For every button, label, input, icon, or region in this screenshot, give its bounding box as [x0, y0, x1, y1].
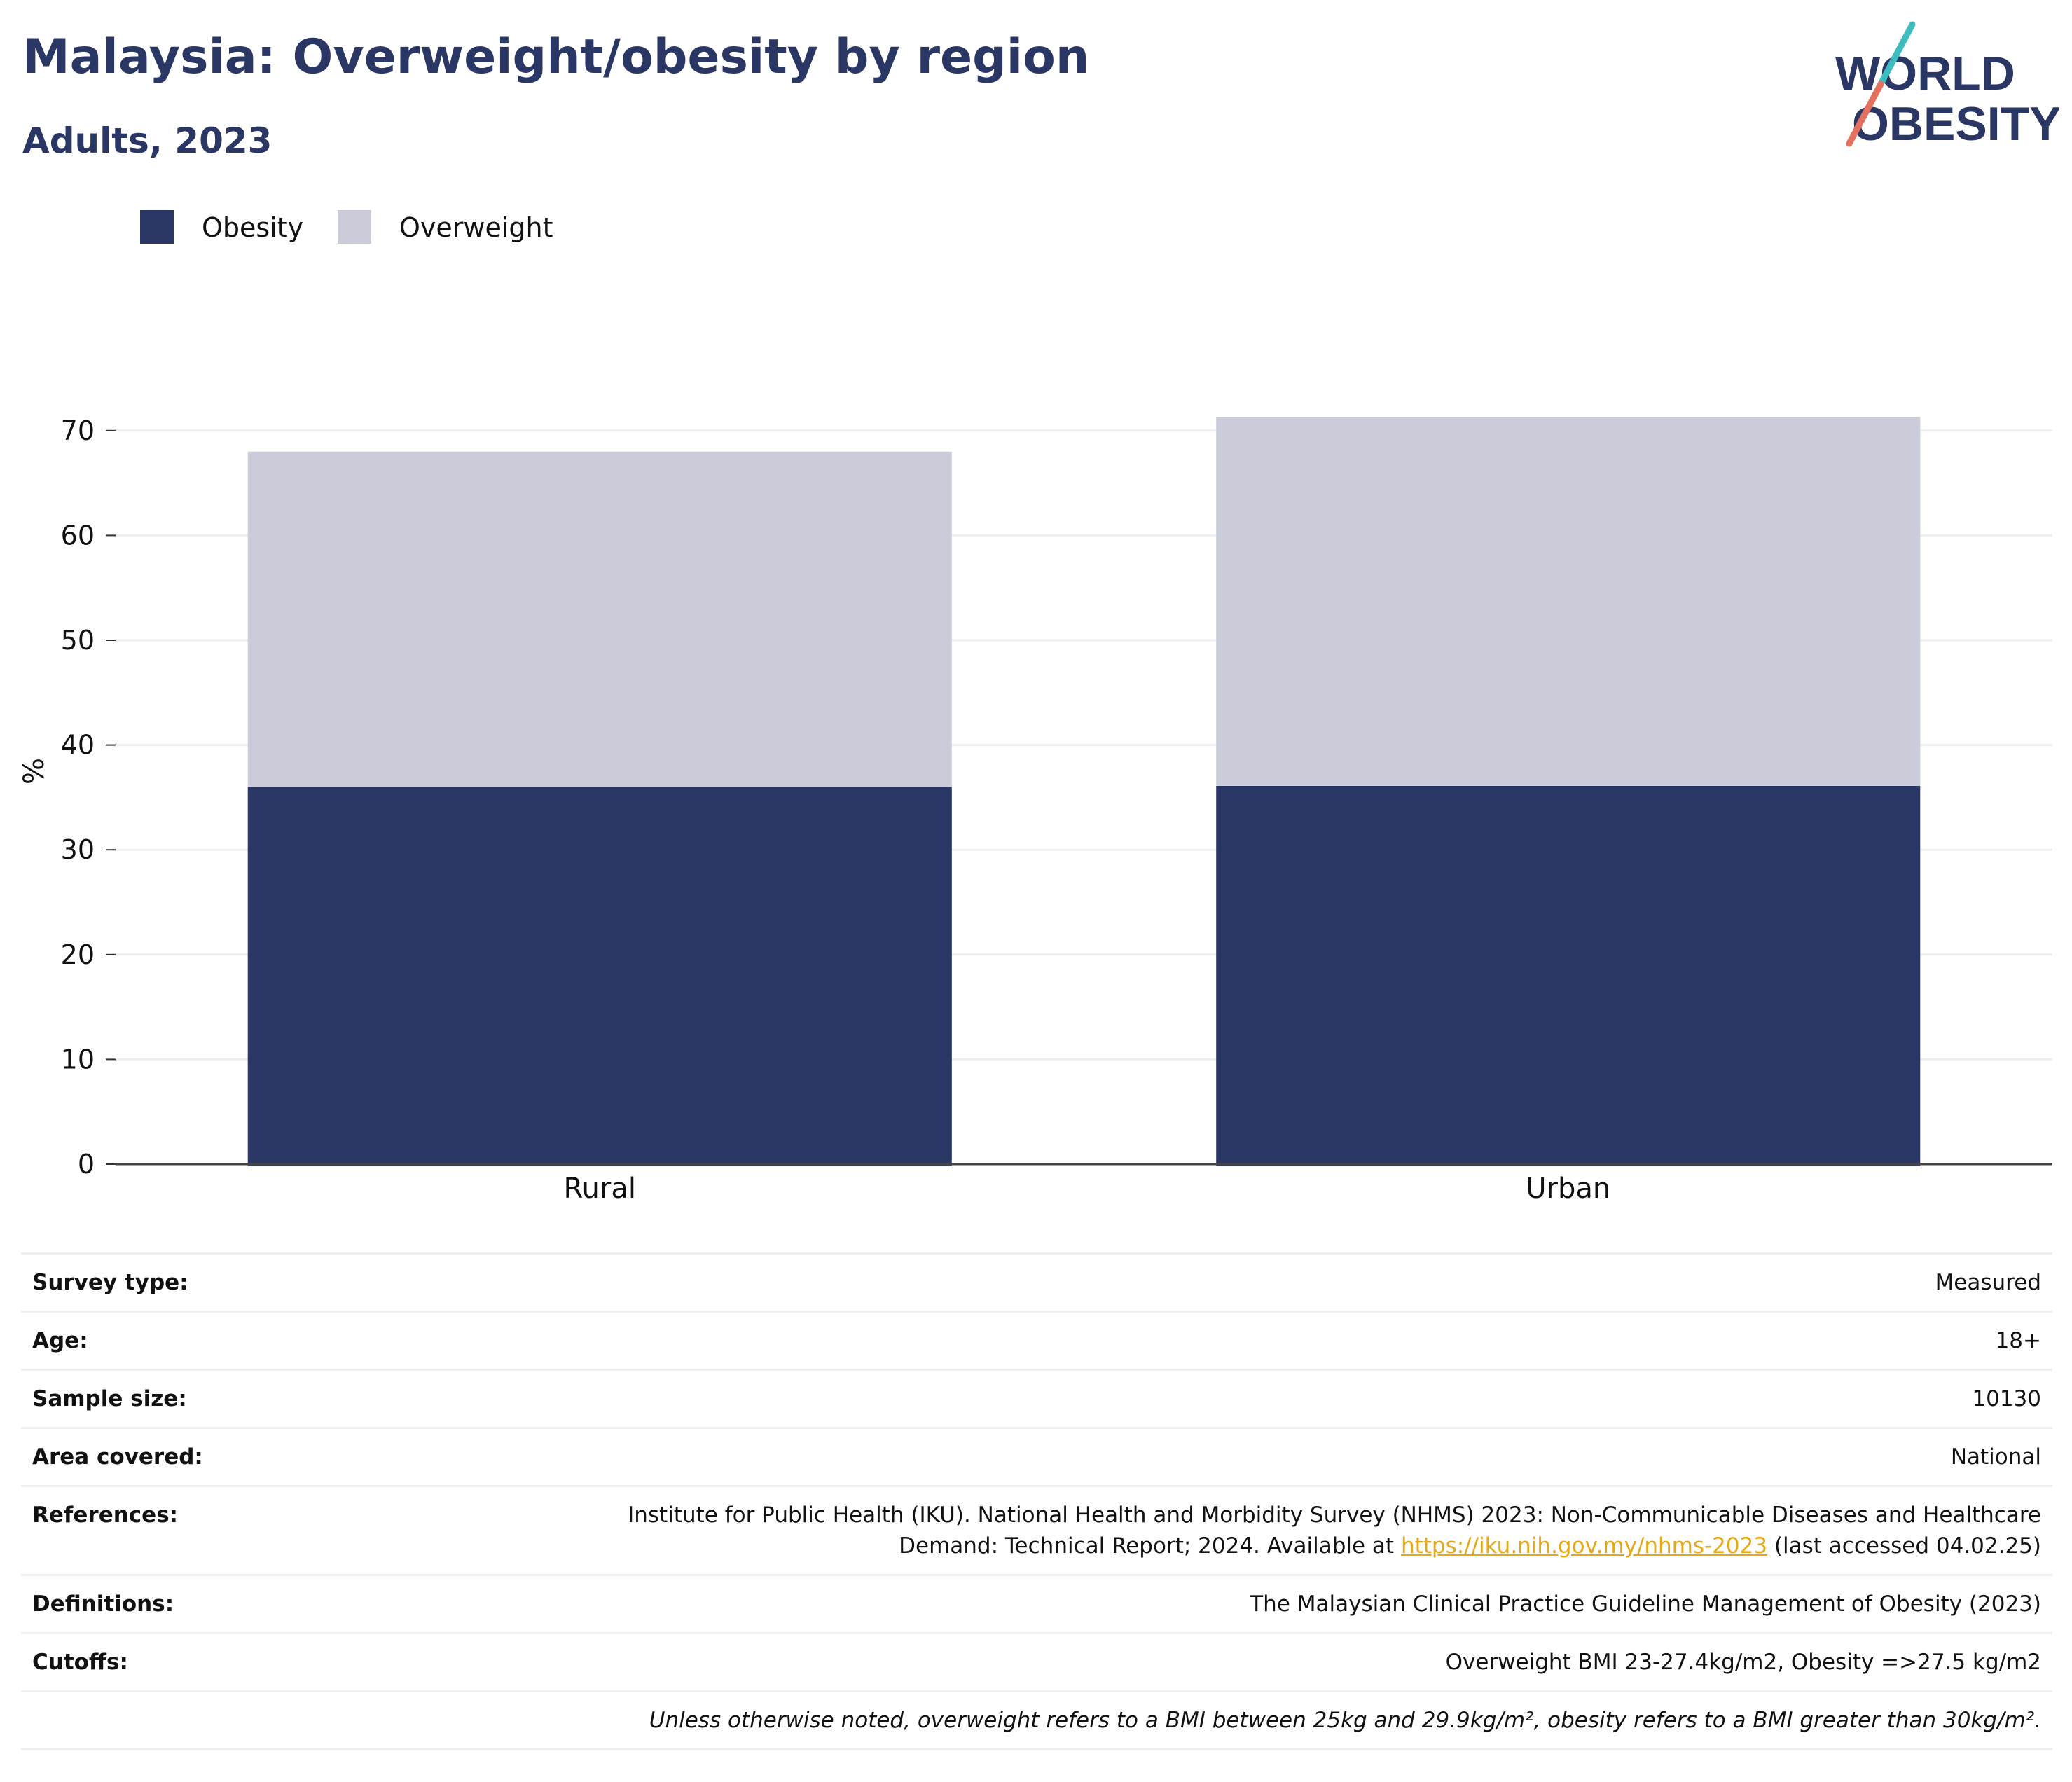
references-link[interactable]: https://iku.nih.gov.my/nhms-2023	[1400, 1533, 1768, 1559]
legend: Obesity Overweight	[140, 210, 553, 244]
cutoffs-value: Overweight BMI 23-27.4kg/m2, Obesity =>2…	[408, 1632, 2052, 1692]
meta-value: 18+	[408, 1311, 2052, 1370]
meta-label: Area covered:	[21, 1427, 408, 1486]
meta-row-definitions: Definitions: The Malaysian Clinical Prac…	[21, 1574, 2052, 1634]
svg-text:OBESITY: OBESITY	[1852, 97, 2059, 151]
meta-label: Sample size:	[21, 1369, 408, 1428]
definitions-value: The Malaysian Clinical Practice Guidelin…	[408, 1574, 2052, 1634]
meta-row: Sample size: 10130	[21, 1369, 2052, 1428]
y-tick-label: 60	[61, 520, 95, 551]
meta-value: National	[408, 1427, 2052, 1486]
definitions-label: Definitions:	[21, 1574, 408, 1634]
y-tick-label: 20	[61, 939, 95, 970]
bar-obesity-rural	[247, 787, 952, 1166]
y-tick-label: 10	[61, 1044, 95, 1075]
meta-label: Age:	[21, 1311, 408, 1370]
x-axis-ticks: Rural Urban	[564, 1173, 1611, 1205]
bmi-definition-note: Unless otherwise noted, overweight refer…	[21, 1690, 2052, 1750]
meta-label: Survey type:	[21, 1252, 408, 1312]
references-label: References:	[21, 1485, 408, 1575]
y-tick-label: 30	[61, 834, 95, 865]
references-line2-post: (last accessed 04.02.25)	[1767, 1533, 2041, 1559]
chart-subtitle: Adults, 2023	[22, 120, 272, 161]
meta-row: Survey type: Measured	[21, 1252, 2052, 1312]
world-obesity-logo: WORLD OBESITY	[1835, 21, 2059, 151]
meta-row: Area covered: National	[21, 1427, 2052, 1486]
y-tick-label: 40	[61, 730, 95, 761]
x-tick-label: Rural	[564, 1173, 636, 1205]
y-tick-label: 50	[61, 625, 95, 656]
bar-obesity-urban	[1216, 785, 1921, 1166]
legend-label-obesity: Obesity	[202, 212, 303, 243]
y-tick-label: 70	[61, 415, 95, 446]
references-line2-pre: Demand: Technical Report; 2024. Availabl…	[899, 1533, 1401, 1559]
meta-row-note: Unless otherwise noted, overweight refer…	[21, 1690, 2052, 1750]
meta-value: Measured	[408, 1252, 2052, 1312]
chart-title: Malaysia: Overweight/obesity by region	[22, 29, 1090, 85]
legend-label-overweight: Overweight	[399, 212, 553, 243]
meta-row-cutoffs: Cutoffs: Overweight BMI 23-27.4kg/m2, Ob…	[21, 1632, 2052, 1692]
bars	[247, 417, 1921, 1166]
meta-row-references: References: Institute for Public Health …	[21, 1485, 2052, 1575]
y-axis-ticks: 0 10 20 30 40 50 60 70	[61, 415, 116, 1180]
meta-row: Age: 18+	[21, 1311, 2052, 1370]
legend-swatch-overweight	[338, 210, 371, 244]
bar-overweight-urban	[1216, 417, 1921, 786]
meta-value: 10130	[408, 1369, 2052, 1428]
survey-metadata-table: Survey type: Measured Age: 18+ Sample size: 1…	[21, 1252, 2052, 1750]
y-axis-label: %	[18, 758, 50, 785]
cutoffs-label: Cutoffs:	[21, 1632, 408, 1692]
references-value: Institute for Public Health (IKU). Natio…	[408, 1485, 2052, 1575]
x-tick-label: Urban	[1526, 1173, 1610, 1205]
references-line1: Institute for Public Health (IKU). Natio…	[628, 1503, 2041, 1528]
svg-text:WORLD: WORLD	[1835, 47, 2015, 100]
legend-swatch-obesity	[140, 210, 174, 244]
y-tick-label: 0	[78, 1149, 95, 1180]
bar-overweight-rural	[247, 451, 952, 787]
stacked-bar-chart: Obesity Overweight 0 10 20 30 40 50 60 70 Rural…	[18, 210, 2052, 1205]
